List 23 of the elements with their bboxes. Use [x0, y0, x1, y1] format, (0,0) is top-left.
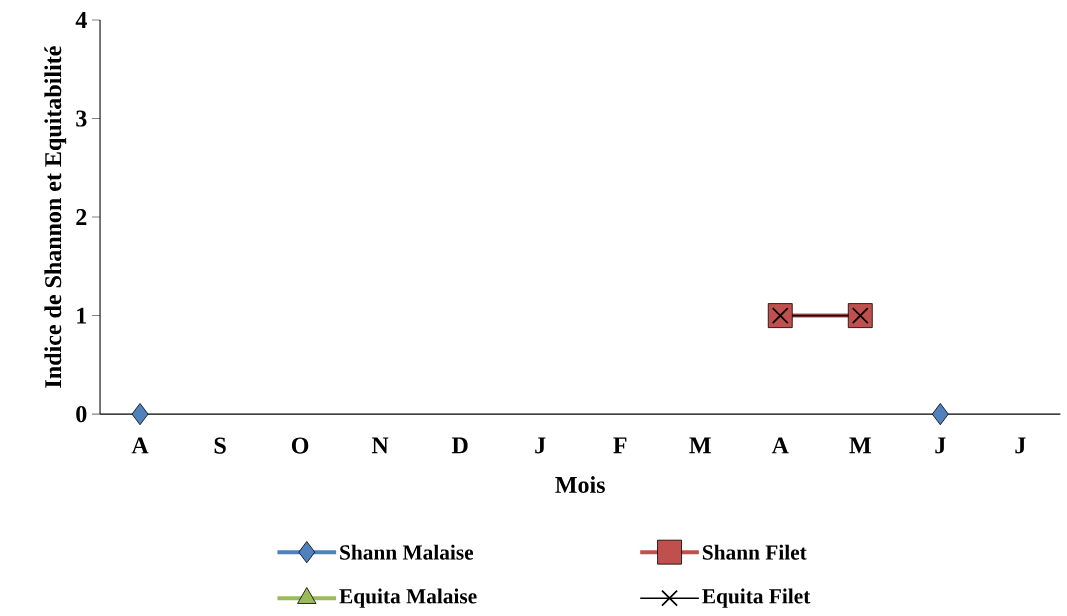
x-tick-label: J	[1015, 437, 1026, 454]
x-axis-title: Mois	[555, 476, 605, 493]
x-tick-label: A	[131, 437, 149, 454]
legend-label: Equita Filet	[702, 588, 811, 608]
legend-label: Shann Malaise	[340, 544, 474, 560]
x-tick-label: J	[535, 437, 546, 454]
y-tick-label: 0	[76, 405, 87, 423]
x-tick-label: F	[613, 437, 627, 454]
x-tick-label: J	[935, 437, 946, 454]
y-tick-label: 3	[76, 110, 87, 127]
legend-label: Shann Filet	[702, 544, 807, 560]
x-tick-label: S	[214, 437, 226, 454]
y-tick-label: 4	[75, 11, 87, 28]
x-tick-label: M	[849, 437, 871, 454]
legend-label: Equita Malaise	[339, 588, 477, 608]
x-tick-label: A	[771, 437, 789, 454]
y-tick-label: 1	[77, 307, 87, 324]
y-tick-label: 2	[76, 209, 87, 225]
x-tick-label: M	[689, 437, 711, 454]
y-axis-title: Indice de Shannon et Equitabilité	[44, 46, 67, 388]
x-tick-label: N	[371, 437, 389, 454]
x-tick-label: D	[451, 437, 468, 454]
x-tick-label: O	[291, 437, 309, 454]
